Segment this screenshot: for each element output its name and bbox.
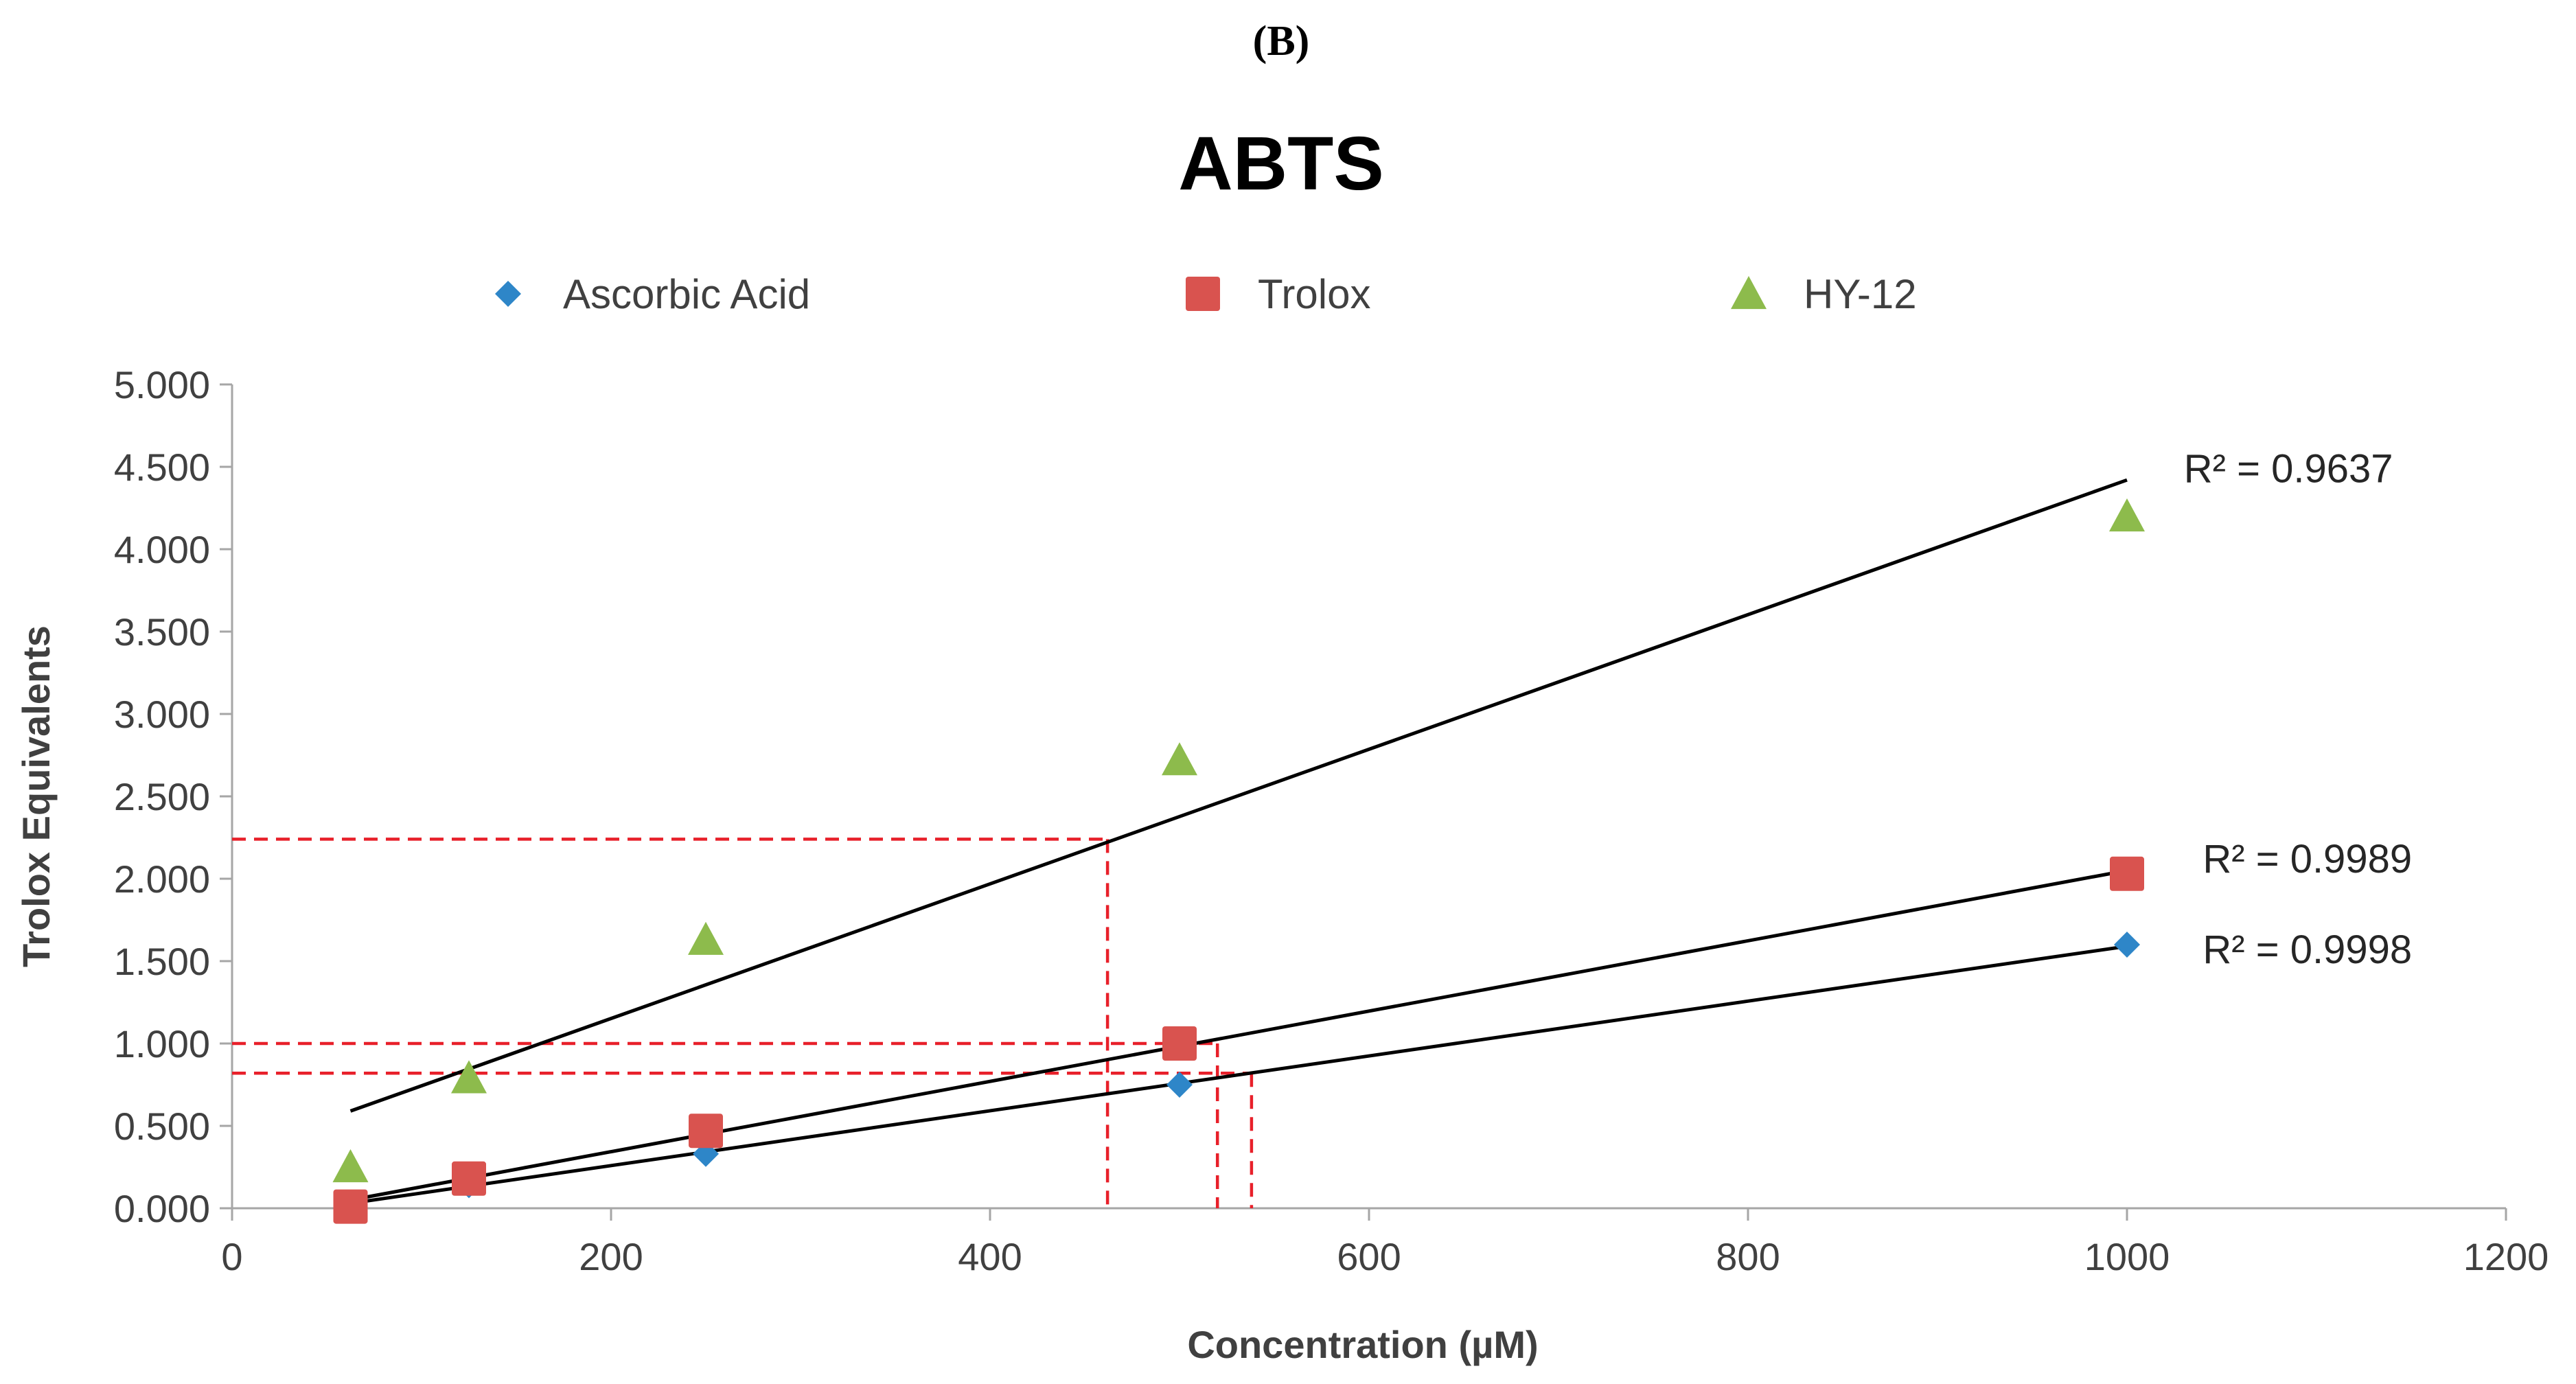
legend-marker-hy-12 (1731, 276, 1767, 310)
trendlines (349, 478, 2128, 1206)
x-tick-label: 600 (1337, 1235, 1401, 1278)
x-tick-label: 800 (1716, 1235, 1780, 1278)
hy-12-r2-label: R² = 0.9637 (2184, 446, 2393, 491)
x-tick-label: 1000 (2084, 1235, 2170, 1278)
hy-12-point (451, 1060, 487, 1094)
x-axis-title: Concentration (µM) (1187, 1323, 1538, 1366)
hy-12-trendline (349, 478, 2128, 1113)
legend-label-hy-12: HY-12 (1804, 271, 1917, 317)
trolox-point (689, 1114, 723, 1149)
y-tick-label: 4.500 (114, 446, 210, 489)
x-tick-label: 400 (958, 1235, 1022, 1278)
x-tick-label: 0 (221, 1235, 242, 1278)
hy-12-point (688, 921, 724, 955)
y-tick-label: 5.000 (114, 363, 210, 406)
legend-label-ascorbic-acid: Ascorbic Acid (563, 271, 810, 317)
hy-12-point (1162, 742, 1197, 776)
y-tick-label: 4.000 (114, 528, 210, 571)
y-tick-label: 0.500 (114, 1105, 210, 1148)
y-tick-label: 2.500 (114, 775, 210, 818)
trolox-point (333, 1189, 368, 1224)
y-tick-label: 1.500 (114, 940, 210, 983)
y-tick-label: 3.500 (114, 610, 210, 654)
y-tick-label: 1.000 (114, 1022, 210, 1065)
r2-labels: R² = 0.9998 R² = 0.9989 R² = 0.9637 (2184, 446, 2412, 972)
data-markers (332, 498, 2145, 1224)
x-tick-label: 1200 (2463, 1235, 2549, 1278)
trolox-trendline (350, 868, 2128, 1202)
legend-marker-trolox (1186, 277, 1220, 311)
ascorbic-acid-r2-label: R² = 0.9998 (2203, 927, 2412, 972)
trolox-point (1162, 1026, 1197, 1061)
trolox-point (452, 1161, 486, 1196)
trolox-point (2110, 856, 2144, 891)
y-axis-title: Trolox Equivalents (14, 625, 58, 967)
x-tick-label: 200 (579, 1235, 643, 1278)
legend: Ascorbic Acid Trolox HY-12 (495, 271, 1917, 317)
panel-label: (B) (1253, 18, 1310, 65)
hy-12-point (2109, 498, 2145, 532)
reference-guides (232, 838, 1254, 1208)
y-tick-label: 2.000 (114, 857, 210, 901)
chart-title: ABTS (1178, 122, 1383, 206)
axes: 0.000 0.500 1.000 1.500 2.000 2.500 3.000 3.500… (114, 363, 2549, 1278)
ascorbic-acid-point (2114, 932, 2140, 958)
trolox-r2-label: R² = 0.9989 (2203, 837, 2412, 881)
legend-marker-ascorbic-acid (495, 281, 521, 307)
hy-12-point (332, 1149, 369, 1183)
y-tick-label: 0.000 (114, 1187, 210, 1230)
legend-label-trolox: Trolox (1258, 271, 1370, 317)
ascorbic-acid-trendline (350, 944, 2128, 1206)
y-tick-label: 3.000 (114, 693, 210, 736)
ascorbic-acid-point (1166, 1072, 1193, 1098)
